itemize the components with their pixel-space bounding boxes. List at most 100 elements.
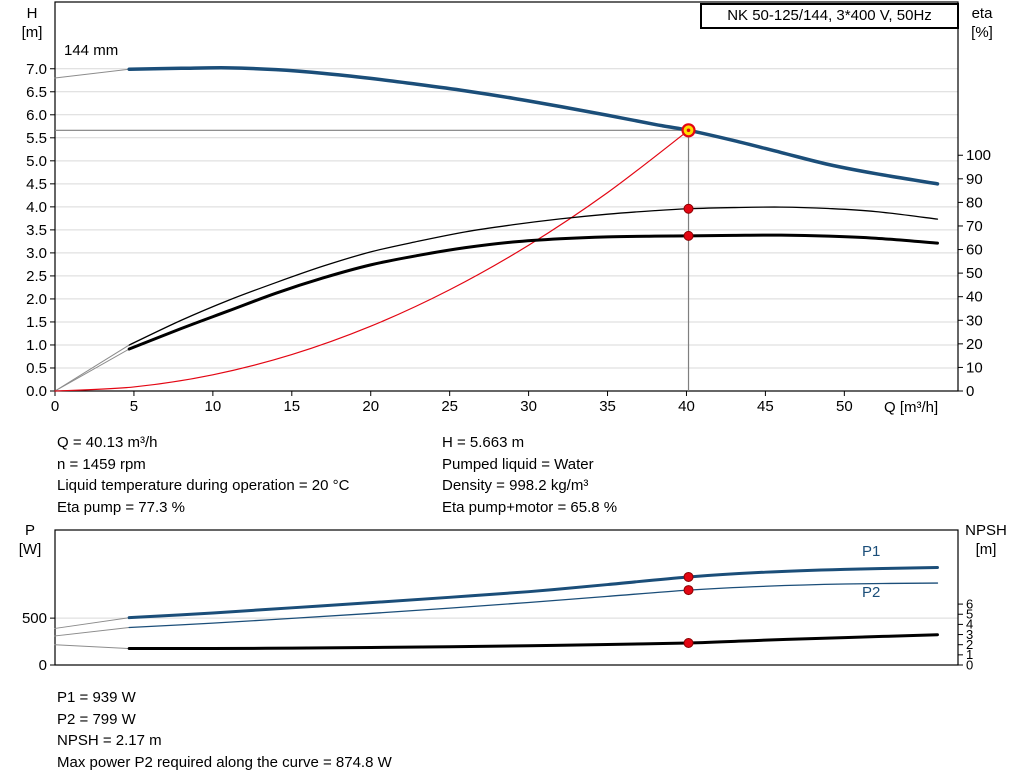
curve-eta-pump <box>128 206 939 346</box>
qh-eta-chart: 0.0 0.5 1.0 1.5 2.0 2.5 3.0 3.5 4.0 4.5 5.0 5.5 6.0 6… <box>26 1 991 415</box>
left-axis-tick-label: 0.5 <box>26 360 47 377</box>
x-axis-tick-label: 35 <box>599 398 616 415</box>
max-power-value: Max power P2 required along the curve = … <box>57 753 392 771</box>
left-axis-tick-label: 7.0 <box>26 61 47 78</box>
h-axis-title: H [m] <box>14 4 50 42</box>
right-axis-tick-label: 10 <box>966 359 983 376</box>
plot-frame <box>54 529 959 666</box>
x-axis-tick-label: 45 <box>757 398 774 415</box>
curve-NPSH <box>127 633 939 651</box>
curve-lead-P2 <box>54 627 130 637</box>
curve-lead-eta-pump <box>54 344 130 392</box>
operating-info-right-column: H = 5.663 m Pumped liquid = Water Densit… <box>442 432 617 518</box>
left-axis-tick-label: 3.0 <box>26 245 47 262</box>
operating-info-left-column: Q = 40.13 m³/h n = 1459 rpm Liquid tempe… <box>57 432 349 518</box>
left-axis-tick-label: 1.5 <box>26 314 47 331</box>
right-axis-tick-label: 3 <box>966 627 973 642</box>
right-axis-tick-label: 30 <box>966 312 983 329</box>
right-axis-tick-label: 60 <box>966 242 983 259</box>
left-axis-tick-label: 6.0 <box>26 107 47 124</box>
eta-axis-title: eta [%] <box>962 4 1002 42</box>
liquid-temperature-value: Liquid temperature during operation = 20… <box>57 477 350 494</box>
power-info-block: P1 = 939 W P2 = 799 W NPSH = 2.17 m Max … <box>57 687 392 773</box>
right-axis-tick-label: 1 <box>966 647 973 662</box>
npsh-axis-symbol: NPSH <box>965 522 1007 539</box>
speed-value: n = 1459 rpm <box>57 455 146 473</box>
left-axis-tick-label: 0 <box>39 657 47 674</box>
left-axis-tick-label: 5.5 <box>26 130 47 147</box>
duty-dot-marker <box>683 230 694 241</box>
curve-lead-NPSH <box>54 644 130 650</box>
right-axis-tick-label: 5 <box>966 607 973 622</box>
right-axis-tick-label: 0 <box>966 657 973 672</box>
eta-pump-motor-value: Eta pump+motor = 65.8 % <box>442 498 618 516</box>
pumped-liquid-value: Pumped liquid = Water <box>442 455 594 473</box>
x-axis-tick-label: 5 <box>130 398 138 415</box>
left-axis-tick-label: 2.5 <box>26 268 47 285</box>
x-axis-tick-label: 20 <box>362 398 379 415</box>
right-axis-tick-label: 6 <box>966 596 973 611</box>
duty-dot-marker <box>683 571 694 582</box>
x-axis-tick-label: 30 <box>520 398 537 415</box>
p1-value: P1 = 939 W <box>57 689 136 706</box>
p-axis-symbol: P <box>24 522 35 539</box>
p-axis-unit: [W] <box>18 541 42 558</box>
eta-axis-symbol: eta <box>971 5 993 22</box>
npsh-value: NPSH = 2.17 m <box>57 732 162 749</box>
right-axis-tick-label: 50 <box>966 265 983 282</box>
plot-frame <box>54 1 959 392</box>
right-axis-tick-label: 4 <box>966 617 973 632</box>
h-axis-symbol: H <box>26 5 38 22</box>
x-axis-tick-label: 25 <box>441 398 458 415</box>
duty-dot-marker <box>683 637 694 648</box>
right-axis-tick-label: 0 <box>966 383 974 400</box>
curve-lead-eta-pump-motor <box>54 348 130 392</box>
p-axis-title: P [W] <box>12 521 48 559</box>
left-axis-tick-label: 3.5 <box>26 222 47 239</box>
npsh-axis-unit: [m] <box>975 541 997 558</box>
right-axis-tick-label: 40 <box>966 289 983 306</box>
eta-pump-value: Eta pump = 77.3 % <box>57 498 185 516</box>
curve-lead-P1 <box>54 617 130 629</box>
impeller-diameter-label: 144 mm <box>64 42 119 59</box>
npsh-axis-title: NPSH [m] <box>958 521 1014 559</box>
right-axis-tick-label: 80 <box>966 194 983 211</box>
flow-value: Q = 40.13 m³/h <box>57 434 158 451</box>
curve-P2 <box>128 582 939 629</box>
left-axis-tick-label: 4.5 <box>26 176 47 193</box>
left-axis-tick-label: 6.5 <box>26 84 47 101</box>
curve-eta-pump-motor <box>127 233 939 351</box>
x-axis-tick-label: 10 <box>205 398 222 415</box>
left-axis-tick-label: 500 <box>22 610 47 627</box>
x-axis-tick-label: 15 <box>283 398 300 415</box>
curve-P1 <box>127 566 939 620</box>
duty-dot-marker <box>683 585 694 596</box>
right-axis-tick-label: 20 <box>966 336 983 353</box>
left-axis-tick-label: 4.0 <box>26 199 47 216</box>
density-value: Density = 998.2 kg/m³ <box>442 477 589 494</box>
right-axis-tick-label: 100 <box>966 147 991 164</box>
head-value: H = 5.663 m <box>442 434 525 451</box>
right-axis-tick-label: 70 <box>966 218 983 235</box>
duty-dot-marker <box>683 203 694 214</box>
left-axis-tick-label: 5.0 <box>26 153 47 170</box>
curve-lead-H <box>54 68 130 79</box>
h-axis-unit: [m] <box>21 24 43 41</box>
duty-point-center <box>686 128 691 133</box>
p1-curve-label: P1 <box>862 543 881 560</box>
p2-value: P2 = 799 W <box>57 710 136 728</box>
right-axis-tick-label: 2 <box>966 637 973 652</box>
p2-curve-label: P2 <box>862 584 881 601</box>
left-axis-tick-label: 0.0 <box>26 383 47 400</box>
left-axis-tick-label: 1.0 <box>26 337 47 354</box>
eta-axis-unit: [%] <box>971 24 993 41</box>
curve-system-curve <box>54 129 690 392</box>
x-axis-tick-label: 40 <box>678 398 695 415</box>
pump-model-title-box: NK 50-125/144, 3*400 V, 50Hz <box>700 3 959 29</box>
x-axis-tick-label: 0 <box>51 398 59 415</box>
left-axis-tick-label: 2.0 <box>26 291 47 308</box>
right-axis-tick-label: 90 <box>966 171 983 188</box>
q-axis-title: Q [m³/h] <box>884 399 939 416</box>
